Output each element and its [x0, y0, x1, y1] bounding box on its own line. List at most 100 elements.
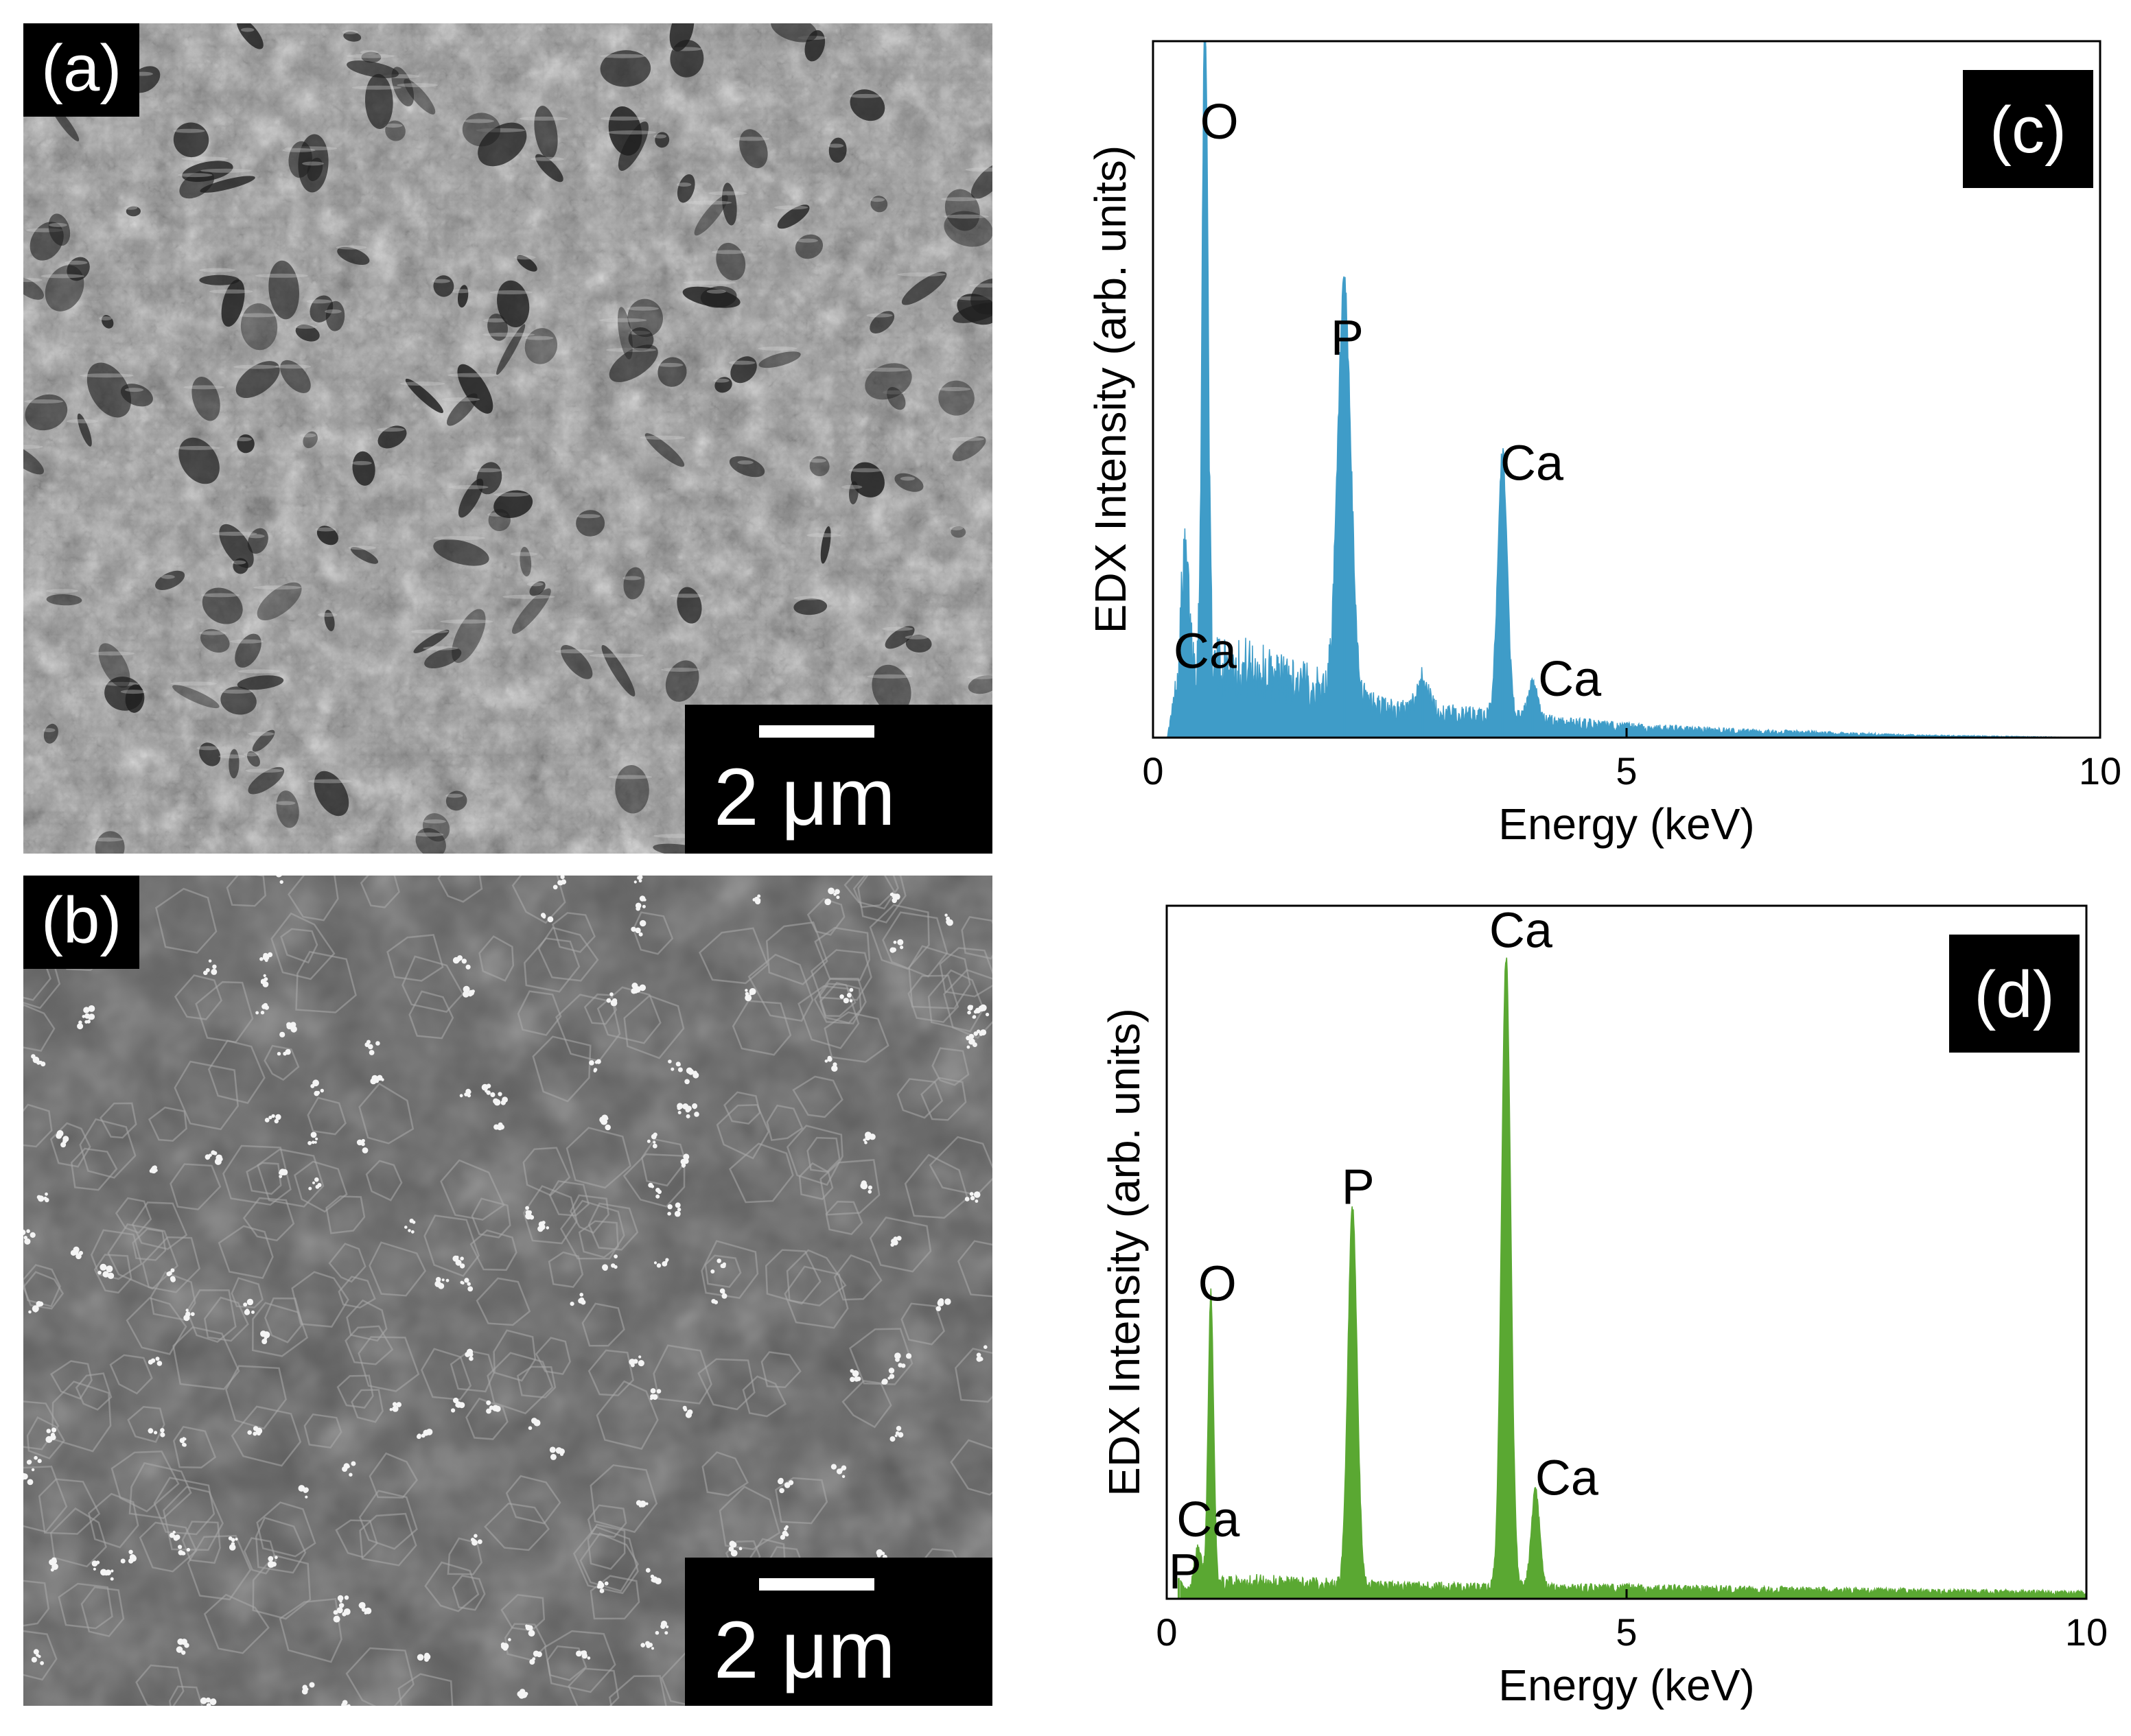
particle — [968, 1033, 975, 1040]
pore-edge — [524, 336, 554, 340]
pore-edge — [383, 124, 403, 128]
pore-edge — [397, 83, 439, 88]
particle — [730, 1549, 738, 1557]
particle — [596, 1059, 601, 1064]
pore-edge — [493, 492, 530, 497]
pore-edge — [622, 576, 642, 580]
grain-boundary — [511, 876, 566, 924]
pore — [77, 413, 92, 447]
pore — [247, 528, 268, 554]
particle — [344, 1595, 349, 1600]
x-tick-label: 10 — [2079, 749, 2121, 793]
pore-edge — [209, 289, 253, 294]
particle — [969, 1038, 975, 1044]
particle — [309, 1682, 315, 1688]
pore — [200, 629, 230, 653]
particle — [460, 1256, 464, 1260]
grain-boundary — [291, 1271, 349, 1328]
pore — [364, 73, 393, 129]
particle — [854, 1376, 859, 1382]
grain-boundary — [174, 974, 223, 1020]
pore-edge — [531, 156, 564, 161]
particle — [532, 1657, 536, 1661]
pore — [700, 285, 737, 308]
particle — [310, 1083, 315, 1088]
grain-boundary — [590, 1464, 658, 1534]
pore — [739, 129, 768, 169]
particle — [264, 959, 268, 962]
pore — [248, 766, 285, 795]
pore — [618, 121, 649, 172]
pore — [872, 664, 911, 714]
particle — [105, 1569, 111, 1575]
grain-boundary — [792, 1075, 843, 1118]
particle — [528, 1210, 532, 1215]
grain-boundary — [280, 928, 318, 964]
particle — [128, 1549, 133, 1554]
particle — [983, 1345, 988, 1349]
particle — [863, 1138, 866, 1142]
pore-edge — [905, 635, 929, 640]
pore-edge — [793, 596, 824, 600]
grain-boundary — [698, 927, 769, 985]
particle — [24, 1238, 31, 1245]
particle — [560, 876, 565, 880]
particle — [33, 1649, 39, 1655]
particle — [26, 1229, 30, 1233]
scale-bar-box-a: 2 μm — [685, 705, 992, 854]
pore — [385, 120, 406, 141]
particle — [156, 1361, 163, 1366]
pore-edge — [449, 485, 489, 489]
grain-boundary — [857, 876, 907, 924]
particle — [23, 1236, 27, 1240]
particle — [260, 978, 266, 985]
pore — [268, 260, 299, 320]
pore — [391, 67, 415, 107]
particle — [827, 1055, 832, 1060]
pore — [314, 771, 349, 817]
pore-edge — [282, 148, 316, 152]
particle — [581, 1650, 584, 1654]
grain-boundary — [471, 1197, 511, 1239]
particle — [832, 1062, 837, 1067]
particle — [729, 1540, 736, 1547]
particle — [231, 1542, 235, 1546]
peak-annotation: P — [1331, 311, 1364, 366]
peak-annotation: Ca — [1500, 436, 1564, 491]
particle — [824, 1059, 828, 1063]
pore — [535, 154, 563, 183]
particle — [307, 1140, 312, 1145]
particle — [404, 1225, 408, 1229]
grain-boundary — [522, 1147, 571, 1197]
grain-boundary — [170, 1163, 222, 1210]
particle — [465, 964, 471, 970]
particle — [667, 1212, 671, 1216]
particle — [93, 1567, 96, 1571]
pore-edge — [514, 255, 536, 260]
pore — [173, 122, 209, 158]
particle — [662, 1261, 668, 1267]
particle — [453, 1397, 459, 1404]
particle — [88, 1005, 95, 1012]
particle — [638, 1360, 644, 1367]
grain-boundary — [345, 1325, 394, 1365]
scale-bar-a — [759, 725, 874, 738]
particle — [652, 1143, 657, 1149]
particle — [867, 1190, 872, 1194]
particle — [889, 947, 896, 953]
pore — [377, 425, 407, 449]
pore-edge — [728, 360, 756, 365]
pore — [478, 122, 527, 167]
particle — [785, 1525, 789, 1529]
pore-edge — [510, 552, 538, 556]
grain-boundary — [358, 1336, 420, 1392]
pore — [95, 831, 125, 854]
particle — [542, 915, 546, 919]
pore-edge — [472, 468, 502, 473]
pore-edge — [23, 445, 43, 449]
pore-edge — [43, 728, 56, 733]
pore — [325, 301, 345, 331]
pore-edge — [657, 362, 684, 367]
particle — [754, 896, 759, 902]
particle — [648, 1643, 653, 1647]
